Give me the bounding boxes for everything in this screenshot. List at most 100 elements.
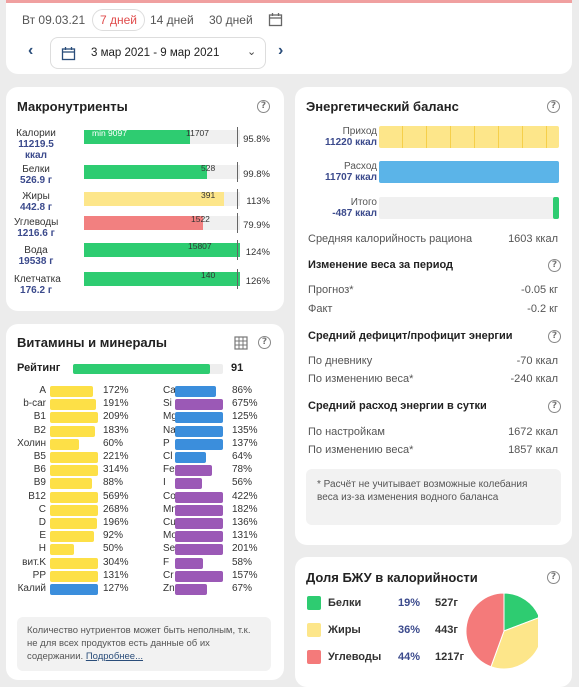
nutrient-bar [50, 531, 95, 543]
macro-track [84, 240, 240, 260]
nutrient-percent: 88% [103, 477, 124, 489]
calendar-icon[interactable] [268, 12, 283, 27]
tab-30-days[interactable]: 30 дней [209, 13, 253, 27]
vitamins-note: Количество нутриентов может быть неполны… [17, 617, 271, 671]
nutrient-label: Ca [163, 385, 176, 396]
legend-grams: 1217г [435, 651, 465, 663]
macro-percent: 124% [245, 247, 270, 258]
help-icon[interactable]: ? [548, 259, 561, 272]
macro-value: 19538 г [18, 256, 54, 267]
nutrient-bar [175, 518, 223, 529]
macro-value: 442.8 г [20, 202, 52, 213]
nutrient-label: Cl [163, 451, 173, 462]
help-icon[interactable]: ? [547, 100, 560, 113]
table-icon[interactable] [234, 336, 248, 350]
macro-label: Калории 11219.5 ккал [14, 128, 58, 161]
nutrient-percent: 60% [103, 437, 124, 449]
nutrient-label: A [39, 385, 46, 396]
nutrient-percent: 182% [232, 503, 258, 515]
nutrient-bar [175, 438, 223, 450]
nutrient-label: Fe [163, 464, 175, 476]
nutrient-label: B12 [28, 490, 46, 502]
legend-label: Жиры [328, 624, 361, 636]
norm-value: 15807 [188, 241, 212, 251]
nutrient-bar [50, 425, 95, 437]
nutrient-percent: 209% [103, 411, 129, 423]
fact-label: Факт [308, 303, 333, 315]
nutrient-bar [50, 478, 93, 490]
legend-grams: 527г [435, 597, 458, 609]
nutrient-percent: 136% [232, 517, 258, 528]
macro-title: Макронутриенты [17, 99, 128, 114]
legend-label: Белки [328, 597, 362, 609]
forecast-label: Прогноз* [308, 284, 354, 296]
nutrient-bar [175, 478, 202, 490]
nutrient-percent: 50% [103, 543, 124, 555]
income-bar [379, 126, 559, 148]
by-weight-value: -240 ккал [510, 373, 558, 385]
rating-value: 91 [231, 362, 244, 374]
by-weight-label: По изменению веса* [308, 373, 414, 385]
nutrient-label: I [163, 477, 166, 489]
vitamins-title: Витамины и минералы [17, 335, 167, 350]
nutrient-percent: 135% [232, 424, 258, 436]
income-value: 11220 ккал [325, 137, 377, 148]
min-label: min 9097 [92, 128, 127, 138]
rating-bar [73, 364, 210, 374]
nutrient-bar [50, 491, 98, 503]
legend-label: Углеводы [328, 651, 382, 663]
nutrient-bar [50, 399, 96, 411]
total-bar [553, 197, 559, 219]
macro-bar [84, 272, 240, 286]
legend-percent: 19% [398, 597, 421, 609]
tab-14-days[interactable]: 14 дней [150, 13, 194, 27]
help-icon[interactable]: ? [257, 100, 270, 113]
nutrient-label: B5 [33, 451, 46, 462]
nutrient-bar [175, 452, 206, 463]
help-icon[interactable]: ? [548, 400, 561, 413]
today-date[interactable]: Вт 09.03.21 [22, 13, 86, 27]
next-period-icon[interactable]: › [278, 42, 284, 59]
macro-bar [84, 165, 208, 179]
tab-7-days[interactable]: 7 дней [92, 9, 146, 31]
date-range: 3 мар 2021 - 9 мар 2021 [91, 47, 220, 59]
nutrient-percent: 131% [103, 569, 129, 581]
avg-cal-label: Средняя калорийность рациона [308, 233, 473, 245]
by-settings-label: По настройкам [308, 426, 385, 438]
macro-percent: 113% [246, 196, 270, 207]
nutrient-label: Cu [163, 517, 176, 528]
nutrient-label: Mn [163, 503, 177, 515]
nutrient-percent: 78% [232, 464, 253, 476]
pie-slice-Жиры [490, 617, 538, 670]
macro-bar [84, 192, 225, 206]
help-icon[interactable]: ? [258, 336, 271, 349]
help-icon[interactable]: ? [547, 571, 560, 584]
nutrient-percent: 125% [232, 411, 258, 423]
nutrient-percent: 64% [232, 451, 253, 462]
nutrient-bar [50, 386, 94, 397]
prev-period-icon[interactable]: ‹ [28, 42, 34, 59]
legend-swatch [307, 650, 321, 664]
date-range-select[interactable]: 3 мар 2021 - 9 мар 2021 ⌄ [50, 37, 266, 69]
nutrient-percent: 268% [103, 503, 129, 515]
calendar-icon [61, 47, 76, 61]
nutrient-label: B6 [33, 464, 46, 476]
expense-value: 11707 ккал [325, 172, 377, 183]
bju-title: Доля БЖУ в калорийности [306, 570, 478, 585]
nutrient-percent: 422% [232, 490, 258, 502]
macro-label: Клетчатка 176.2 г [14, 274, 61, 296]
nutrient-label: E [39, 530, 46, 542]
income-label: Приход 11220 ккал [325, 126, 377, 148]
legend-grams: 443г [435, 624, 458, 636]
macro-track [84, 269, 240, 289]
norm-marker [237, 240, 238, 260]
macro-label: Жиры 442.8 г [14, 191, 58, 213]
macro-name: Калории [16, 128, 56, 139]
nutrient-label: H [38, 543, 46, 555]
macro-bar [84, 243, 240, 257]
nutrient-label: B2 [33, 424, 46, 436]
weight-title: Изменение веса за период [308, 259, 454, 271]
more-link[interactable]: Подробнее... [85, 651, 144, 662]
deficit-title: Средний дефицит/профицит энергии [308, 330, 513, 342]
help-icon[interactable]: ? [548, 330, 561, 343]
